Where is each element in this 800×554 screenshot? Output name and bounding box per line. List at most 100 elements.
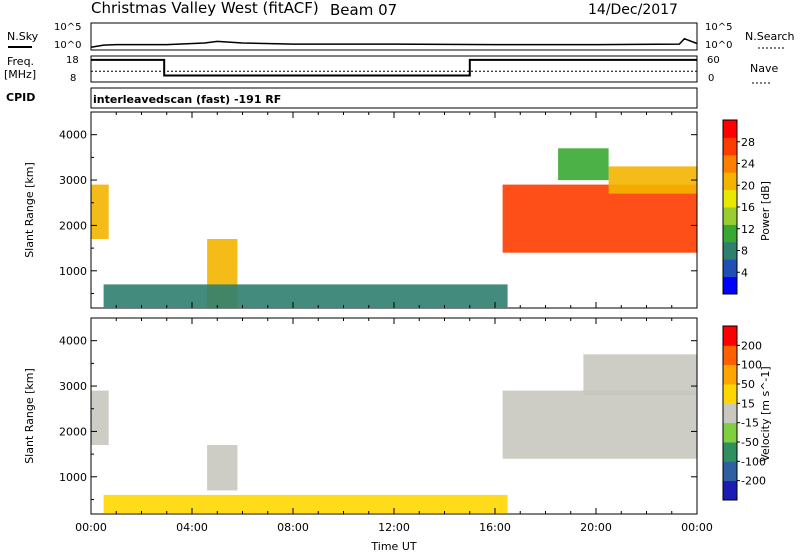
velocity-colorbar-label-0: 200 [741, 339, 762, 352]
power-colorbar-label: Power [dB] [759, 181, 772, 241]
power-colorbar-label-2: 12 [741, 223, 755, 236]
power-region-5 [558, 148, 609, 181]
velocity-y-tick-label-3: 4000 [59, 335, 87, 348]
freq-line [91, 58, 697, 77]
cpid-label: CPID [6, 91, 35, 104]
velocity-colorbar-swatch-4 [723, 403, 737, 424]
power-region-0 [91, 184, 109, 239]
velocity-colorbar-swatch-5 [723, 384, 737, 404]
velocity-x-tick-label-4: 16:00 [479, 521, 511, 534]
power-region-4 [608, 166, 697, 194]
nsearch-label: N.Search [745, 30, 795, 43]
velocity-colorbar: 200 100 50 15 -15 -50 -100 -200 [722, 325, 766, 501]
velocity-colorbar-swatch-1 [723, 461, 737, 482]
velocity-colorbar-label-6: -100 [741, 455, 766, 468]
freq-unit-label: [MHz] [4, 68, 36, 81]
freq-label: Freq. [7, 55, 34, 68]
nsky-line [90, 37, 698, 49]
nave-label: Nave [750, 62, 778, 75]
cpid-panel-frame [90, 87, 698, 109]
velocity-x-tick-label-5: 20:00 [580, 521, 612, 534]
velocity-x-tick-label-3: 12:00 [378, 521, 410, 534]
mode-text: interleavedscan (fast) -191 RF [93, 93, 281, 106]
velocity-panel: 1000 2000 3000 4000 00:00 04:00 08:00 12:00 16:… [23, 317, 772, 553]
velocity-y-axis-label: Slant Range [km] [23, 368, 36, 464]
power-y-tick-label-0: 1000 [59, 265, 87, 278]
power-colorbar-label-4: 20 [741, 179, 755, 192]
power-region-2 [103, 284, 508, 308]
power-panel: 1000 2000 3000 4000 Slant Range [km] 4 8 12 16… [23, 111, 772, 309]
power-colorbar-swatch-8 [723, 137, 737, 156]
velocity-region-0 [91, 390, 109, 445]
power-colorbar-swatch-6 [723, 172, 737, 191]
power-marks [91, 148, 697, 308]
velocity-x-tick-label-0: 00:00 [75, 521, 107, 534]
power-colorbar-swatch-3 [723, 224, 737, 243]
velocity-x-tick-label-2: 08:00 [277, 521, 309, 534]
velocity-colorbar-swatch-3 [723, 422, 737, 443]
power-colorbar-label-3: 16 [741, 201, 755, 214]
velocity-colorbar-frame [722, 325, 738, 501]
freq-panel: 18 8 60 0 [66, 55, 720, 84]
nsearch-tick-top: 10^5 [705, 22, 732, 33]
velocity-colorbar-label: Velocity [m s^-1] [759, 366, 772, 461]
power-colorbar-swatch-0 [723, 276, 737, 295]
velocity-region-1 [207, 445, 238, 491]
power-colorbar-swatch-1 [723, 259, 737, 278]
freq-tick-top: 18 [66, 55, 79, 66]
velocity-x-tick-label-1: 04:00 [176, 521, 208, 534]
velocity-colorbar-swatch-8 [723, 326, 737, 346]
power-y-ticks: 1000 2000 3000 4000 [59, 111, 697, 294]
velocity-y-tick-label-0: 1000 [59, 471, 87, 484]
noise-panel-frame [90, 22, 698, 51]
power-region-3 [502, 184, 697, 253]
date-label: 14/Dec/2017 [588, 2, 678, 18]
power-colorbar-label-0: 4 [741, 266, 748, 279]
power-x-ticks [90, 112, 698, 308]
nsearch-tick-bottom: 10^0 [705, 40, 732, 51]
power-colorbar-label-6: 28 [741, 136, 755, 149]
power-y-tick-label-3: 4000 [59, 129, 87, 142]
power-y-axis-label: Slant Range [km] [23, 162, 36, 258]
velocity-x-tick-label-6: 00:00 [681, 521, 713, 534]
nsky-legend-line [8, 46, 32, 48]
velocity-region-2 [103, 494, 508, 513]
velocity-x-ticks: 00:00 04:00 08:00 12:00 16:00 20:00 00:00 [75, 318, 713, 534]
freq-panel-frame [90, 55, 698, 83]
velocity-colorbar-label-3: 15 [741, 397, 755, 410]
power-colorbar-swatch-5 [723, 189, 737, 208]
velocity-colorbar-swatch-6 [723, 364, 737, 385]
power-colorbar-swatch-4 [723, 207, 737, 225]
velocity-colorbar-swatch-0 [723, 480, 737, 501]
nsky-tick-top: 10^5 [54, 22, 81, 33]
figure-title: Christmas Valley West (fitACF) [91, 0, 319, 17]
noise-panel: 10^5 10^0 10^5 10^0 [54, 22, 732, 51]
velocity-y-ticks: 1000 2000 3000 4000 [59, 317, 697, 500]
power-colorbar-swatch-2 [723, 241, 737, 260]
velocity-colorbar-label-5: -50 [741, 436, 759, 449]
velocity-colorbar-label-2: 50 [741, 378, 755, 391]
velocity-marks [91, 354, 697, 513]
velocity-region-3 [502, 390, 697, 459]
velocity-colorbar-label-4: -15 [741, 417, 759, 430]
nave-tick-bottom: 0 [708, 73, 714, 84]
velocity-y-tick-label-2: 3000 [59, 380, 87, 393]
power-colorbar: 4 8 12 16 20 24 28 [722, 119, 755, 295]
power-colorbar-label-5: 24 [741, 158, 755, 171]
freq-tick-bottom: 8 [70, 73, 76, 84]
nave-tick-top: 60 [707, 55, 720, 66]
velocity-colorbar-swatch-7 [723, 345, 737, 366]
x-axis-label: Time UT [370, 540, 416, 553]
beam-label: Beam 07 [330, 1, 397, 19]
power-colorbar-swatch-9 [723, 120, 737, 138]
velocity-colorbar-swatch-2 [723, 442, 737, 462]
nsky-tick-bottom: 10^0 [54, 40, 81, 51]
power-y-tick-label-2: 3000 [59, 174, 87, 187]
nsky-label: N.Sky [7, 30, 39, 43]
velocity-colorbar-label-1: 100 [741, 359, 762, 372]
power-y-tick-label-1: 2000 [59, 219, 87, 232]
velocity-colorbar-label-7: -200 [741, 475, 766, 488]
velocity-y-tick-label-1: 2000 [59, 425, 87, 438]
power-colorbar-swatch-7 [723, 154, 737, 173]
